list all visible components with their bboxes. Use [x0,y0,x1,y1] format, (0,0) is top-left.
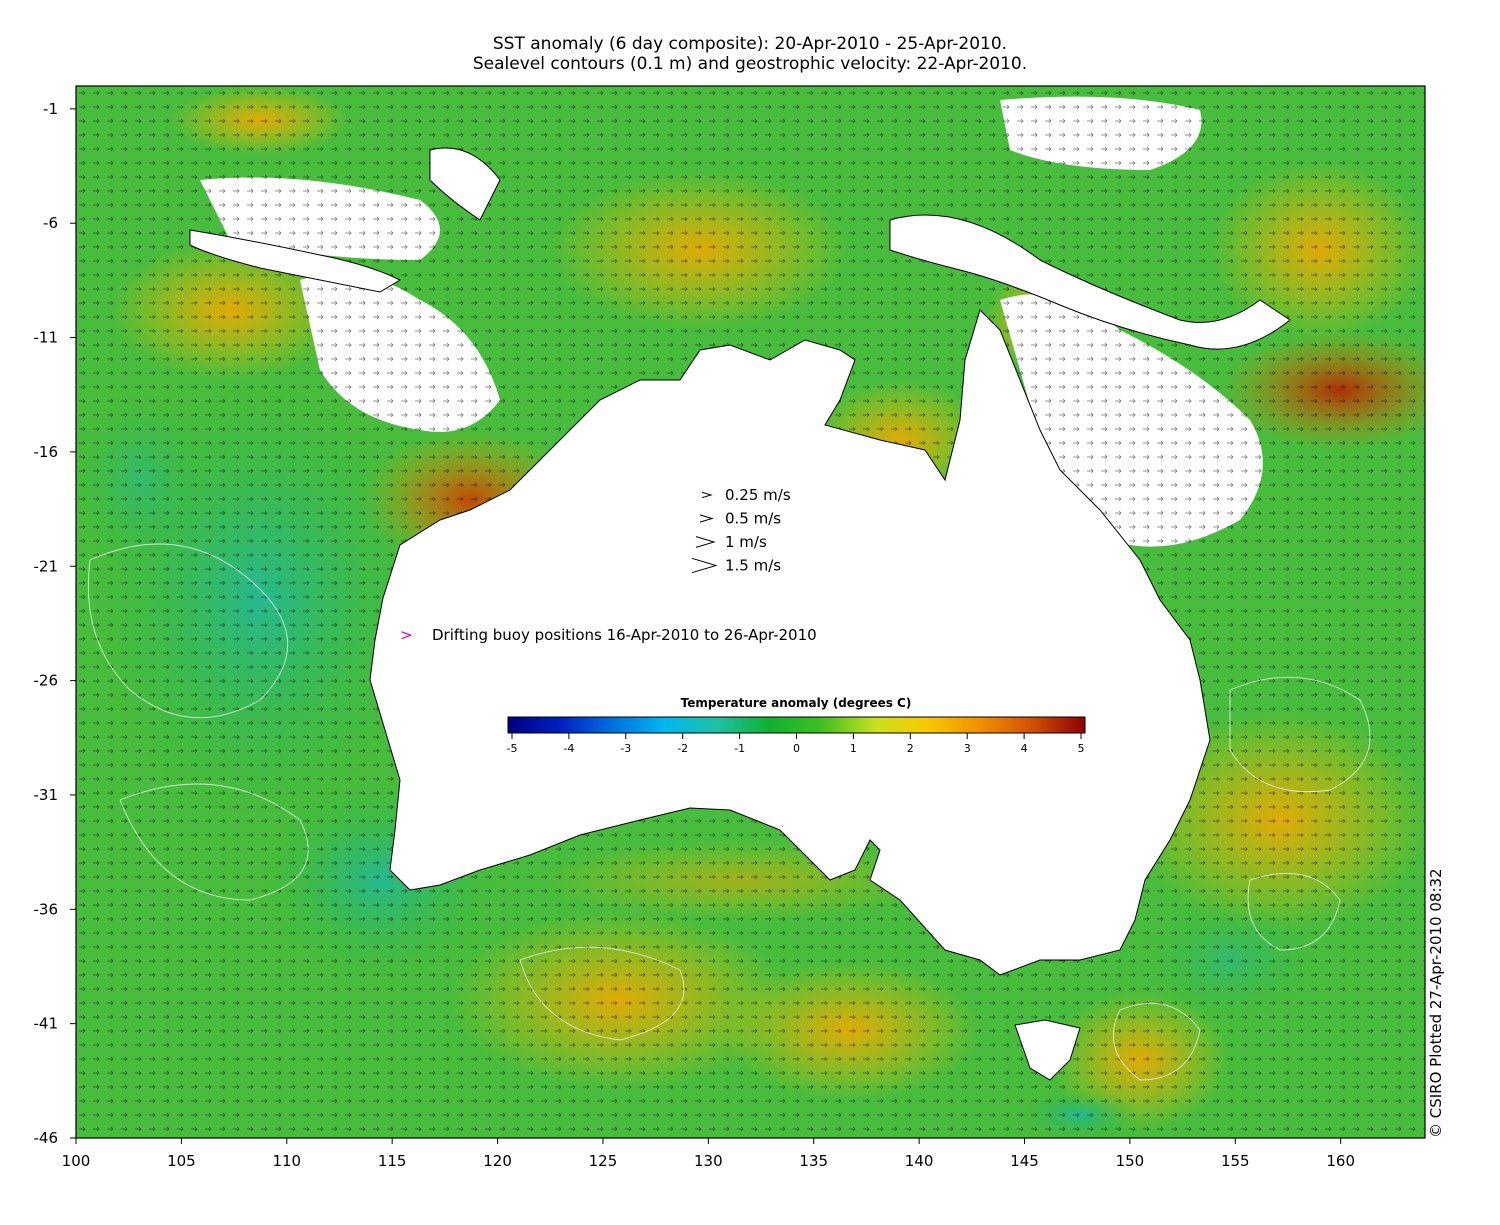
y-tick-label: -21 [34,557,59,575]
colorbar-tick-label: 5 [1078,742,1085,755]
colorbar: Temperature anomaly (degrees C) -5 -4 -3 -2… [507,696,1086,755]
y-tick-label: -46 [34,1129,59,1147]
y-tick-label: -6 [43,214,58,232]
y-tick-label: -11 [34,329,59,347]
colorbar-scale [507,716,1086,734]
colorbar-tick-label: 4 [1021,742,1028,755]
velocity-arrow-icon [691,557,718,574]
velocity-arrow-icon [695,536,716,548]
y-axis: -1 -6 -11 -16 -21 -26 -31 -36 -41 -46 [34,100,76,1147]
y-tick-label: -1 [43,100,58,118]
colorbar-tick-label: -5 [507,742,518,755]
x-tick-label: 140 [905,1152,934,1170]
buoy-legend: > Drifting buoy positions 16-Apr-2010 to… [400,626,817,644]
x-tick-label: 105 [167,1152,196,1170]
x-tick-label: 100 [62,1152,91,1170]
title-line-1: SST anomaly (6 day composite): 20-Apr-20… [492,34,1008,54]
velocity-label: 0.5 m/s [725,510,781,528]
velocity-legend: 0.25 m/s 0.5 m/s 1 m/s 1.5 m/s [691,486,791,575]
buoy-legend-label: Drifting buoy positions 16-Apr-2010 to 2… [432,626,817,644]
tasmania [1014,1019,1081,1081]
velocity-label: 0.25 m/s [725,486,791,504]
x-tick-label: 115 [378,1152,407,1170]
y-tick-label: -36 [34,900,59,918]
velocity-label: 1 m/s [725,533,767,551]
buoy-symbol: > [400,626,413,644]
velocity-arrow-icon [699,514,714,523]
x-tick-label: 155 [1221,1152,1250,1170]
colorbar-tick-label: 0 [793,742,800,755]
x-tick-label: 125 [589,1152,618,1170]
y-tick-label: -26 [34,672,59,690]
y-tick-label: -31 [34,786,59,804]
colorbar-tick-label: 3 [964,742,971,755]
colorbar-tick-label: 2 [907,742,914,755]
x-tick-label: 120 [483,1152,512,1170]
x-tick-label: 150 [1116,1152,1145,1170]
x-axis: 100 105 110 115 120 125 130 135 140 145 150 155 160 [62,1138,1355,1170]
y-tick-label: -16 [34,443,59,461]
velocity-label: 1.5 m/s [725,557,781,575]
x-tick-label: 135 [799,1152,828,1170]
colorbar-tick-label: -3 [620,742,631,755]
title-line-2: Sealevel contours (0.1 m) and geostrophi… [472,54,1028,74]
colorbar-tick-label: -4 [563,742,574,755]
colorbar-title: Temperature anomaly (degrees C) [681,696,912,710]
sealevel-contours [87,543,1371,1081]
australia [369,309,1211,976]
x-tick-label: 160 [1326,1152,1355,1170]
y-tick-label: -41 [34,1015,59,1033]
landmasses [189,147,1291,1081]
velocity-arrow-icon [701,491,713,499]
new-guinea [889,214,1291,350]
x-tick-label: 145 [1010,1152,1039,1170]
x-tick-label: 110 [272,1152,301,1170]
x-tick-label: 130 [694,1152,723,1170]
borneo-java [189,229,402,293]
colorbar-tick-label: -2 [677,742,688,755]
credit-text: © CSIRO Plotted 27-Apr-2010 08:32 [1427,868,1445,1138]
colorbar-tick-label: -1 [734,742,745,755]
sst-field [76,86,1425,1138]
colorbar-tick-label: 1 [850,742,857,755]
plot-frame [75,85,1426,1139]
sulawesi [429,147,501,221]
